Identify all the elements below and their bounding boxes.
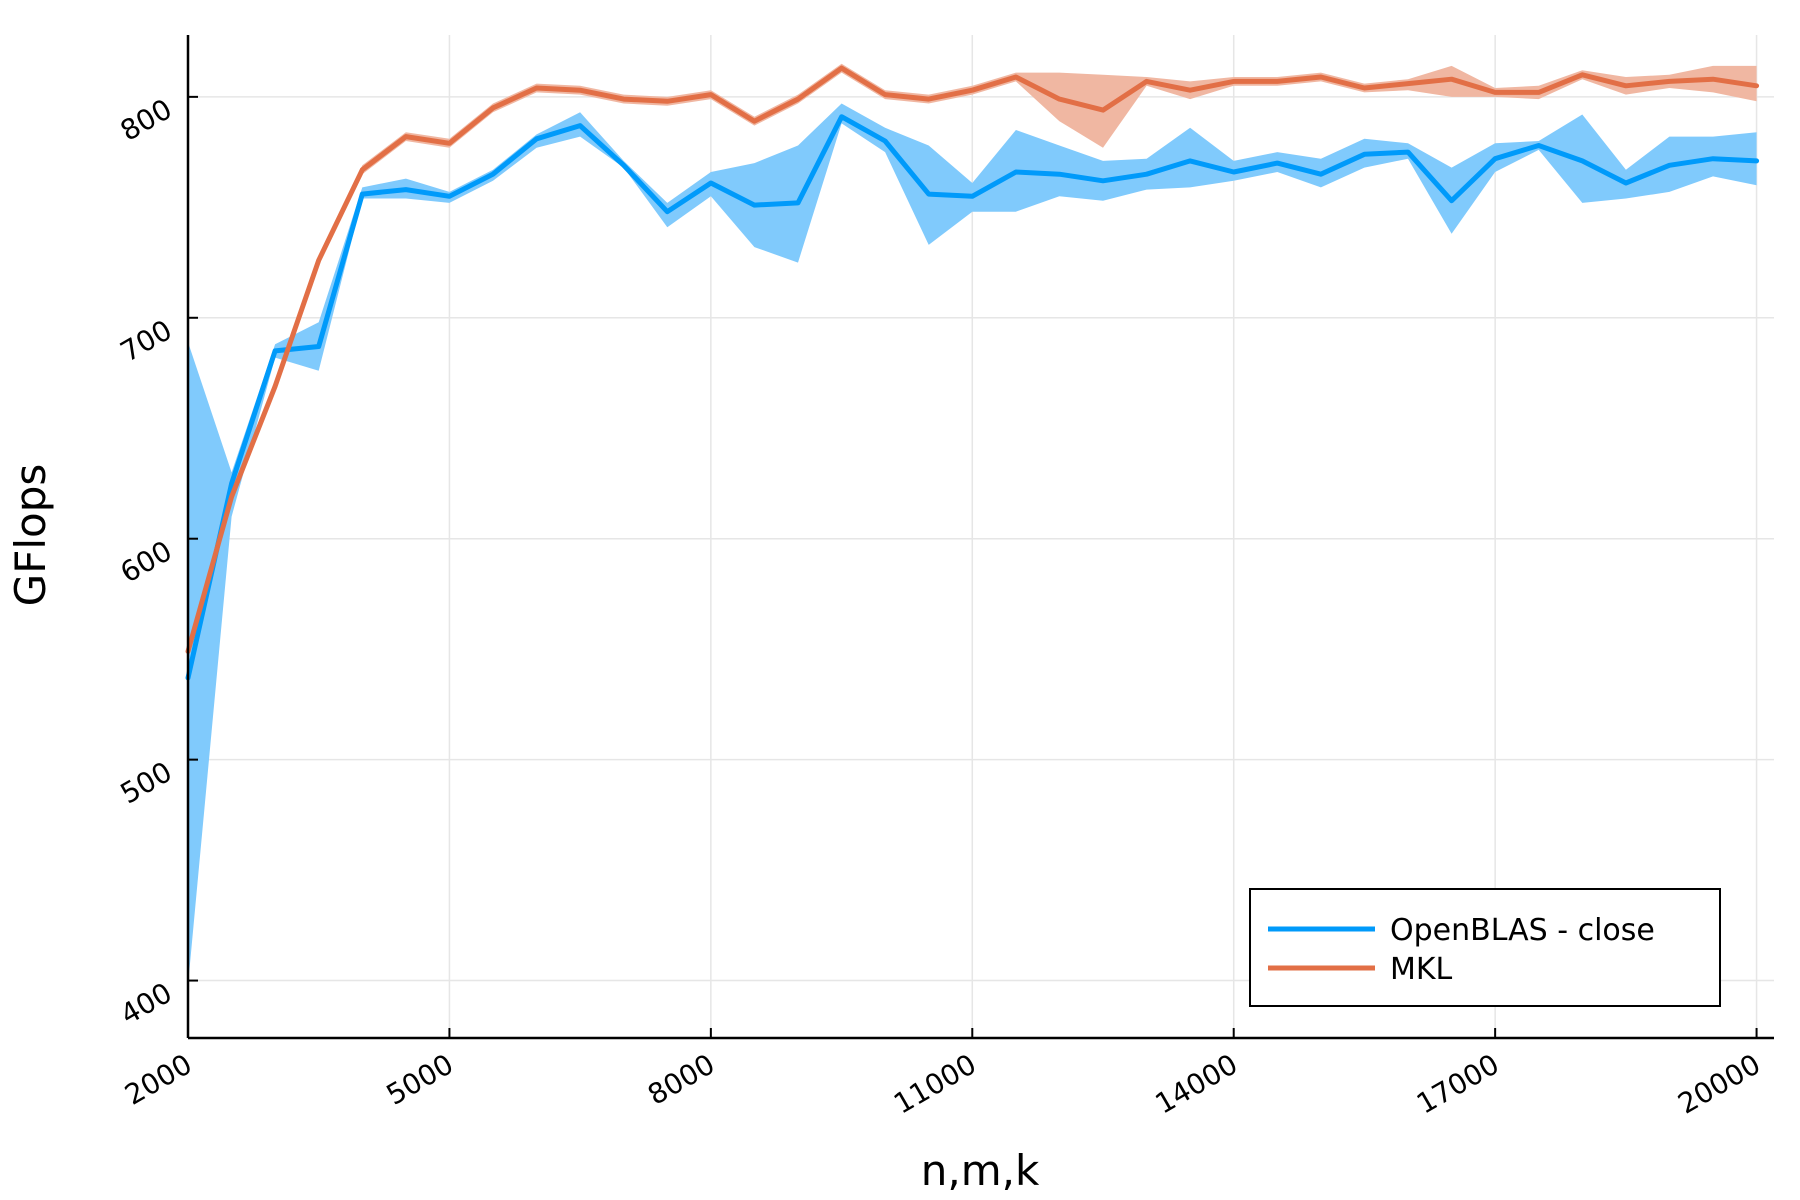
legend-label-mkl: MKL — [1390, 952, 1453, 987]
y-tick-label: 600 — [115, 534, 178, 589]
grid-lines — [187, 35, 1774, 1038]
legend: OpenBLAS - close MKL — [1249, 888, 1721, 1007]
line-series-0 — [185, 114, 1760, 681]
y-tick-label: 400 — [115, 976, 178, 1031]
y-axis-title: GFlops — [6, 464, 55, 607]
band-series-0 — [188, 103, 1757, 985]
line-series-1 — [185, 65, 1760, 654]
x-tick-label: 5000 — [381, 1047, 459, 1111]
tick-labels: 2000 5000 8000 11000 14000 17000 20000 400 500 60… — [115, 92, 1766, 1120]
x-tick-label: 20000 — [1672, 1047, 1766, 1120]
y-tick-label: 700 — [115, 313, 178, 368]
series-lines — [185, 65, 1760, 681]
y-tick-label: 800 — [115, 92, 178, 147]
y-tick-label: 500 — [115, 755, 178, 810]
confidence-bands — [188, 63, 1757, 985]
legend-label-openblas: OpenBLAS - close — [1390, 913, 1655, 948]
x-tick-label: 2000 — [119, 1047, 197, 1111]
x-tick-label: 8000 — [642, 1047, 720, 1111]
axes — [186, 35, 1774, 1040]
x-tick-label: 14000 — [1150, 1047, 1244, 1120]
x-tick-label: 11000 — [888, 1047, 982, 1120]
x-tick-label: 17000 — [1411, 1047, 1505, 1120]
legend-box — [1249, 888, 1721, 1007]
x-axis-title: n,m,k — [921, 1146, 1040, 1195]
